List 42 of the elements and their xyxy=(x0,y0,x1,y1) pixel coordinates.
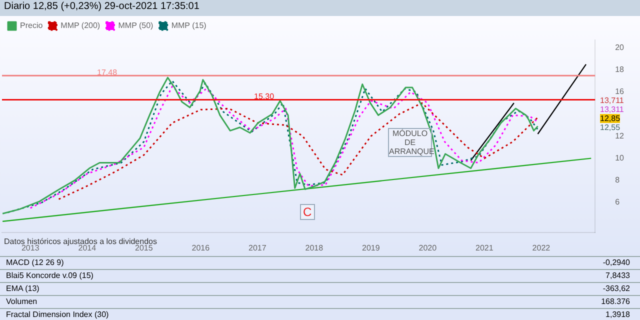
legend-label: Precio xyxy=(20,21,44,30)
text: Blai5 Koncorde v.09 (15) xyxy=(6,270,94,282)
x-tick-label: 2013 xyxy=(21,243,40,252)
text: 12,55 xyxy=(600,123,620,132)
x-tick-label: 2014 xyxy=(78,243,97,252)
y-tick-label: 6 xyxy=(615,198,620,207)
text: 168.376 xyxy=(601,296,631,308)
text: 1,3918 xyxy=(606,309,631,320)
x-tick-label: 2018 xyxy=(305,243,324,252)
legend-label: MMP (200) xyxy=(60,21,100,30)
y-tick-label: 10 xyxy=(615,154,625,163)
text: 7,8433 xyxy=(606,270,631,282)
legend-label: MMP (50) xyxy=(118,21,154,30)
x-tick-label: 2020 xyxy=(418,243,438,252)
x-tick-label: 2019 xyxy=(362,243,380,252)
y-tick-label: 16 xyxy=(615,87,625,96)
x-tick-label: 2017 xyxy=(248,243,267,252)
y-tick-label: 8 xyxy=(615,176,620,185)
annotation: C xyxy=(300,204,315,220)
x-tick-label: 2022 xyxy=(532,243,551,252)
line-series xyxy=(58,102,539,200)
text: -0,2940 xyxy=(602,257,631,269)
text: Fractal Dimension Index (30) xyxy=(6,309,109,320)
text: 13,711 xyxy=(600,96,624,105)
y-tick-label: 18 xyxy=(615,65,625,74)
text: EMA (13) xyxy=(6,283,40,295)
x-tick-label: 2015 xyxy=(134,243,154,252)
annotation: MÓDULO DE ARRANQUE xyxy=(388,128,434,157)
ref-line-label: 17,48 xyxy=(97,68,118,77)
ref-line-label: 15,30 xyxy=(254,92,275,101)
x-tick-label: 2021 xyxy=(476,243,494,252)
text: Volumen xyxy=(6,296,38,308)
x-tick-label: 2016 xyxy=(192,243,210,252)
y-tick-label: 12 xyxy=(615,131,625,140)
text: MACD (12 26 9) xyxy=(6,257,64,269)
text: 12,85 xyxy=(600,114,620,123)
y-tick-label: 20 xyxy=(615,42,625,52)
text: 13,311 xyxy=(600,105,624,114)
legend-label: MMP (15) xyxy=(171,21,207,30)
text: -363,62 xyxy=(602,283,631,295)
chart-title: Diario 12,85 (+0,23%) 29-oct-2021 17:35:01 xyxy=(0,0,640,16)
text: Datos históricos ajustados a los dividendos xyxy=(4,237,157,246)
